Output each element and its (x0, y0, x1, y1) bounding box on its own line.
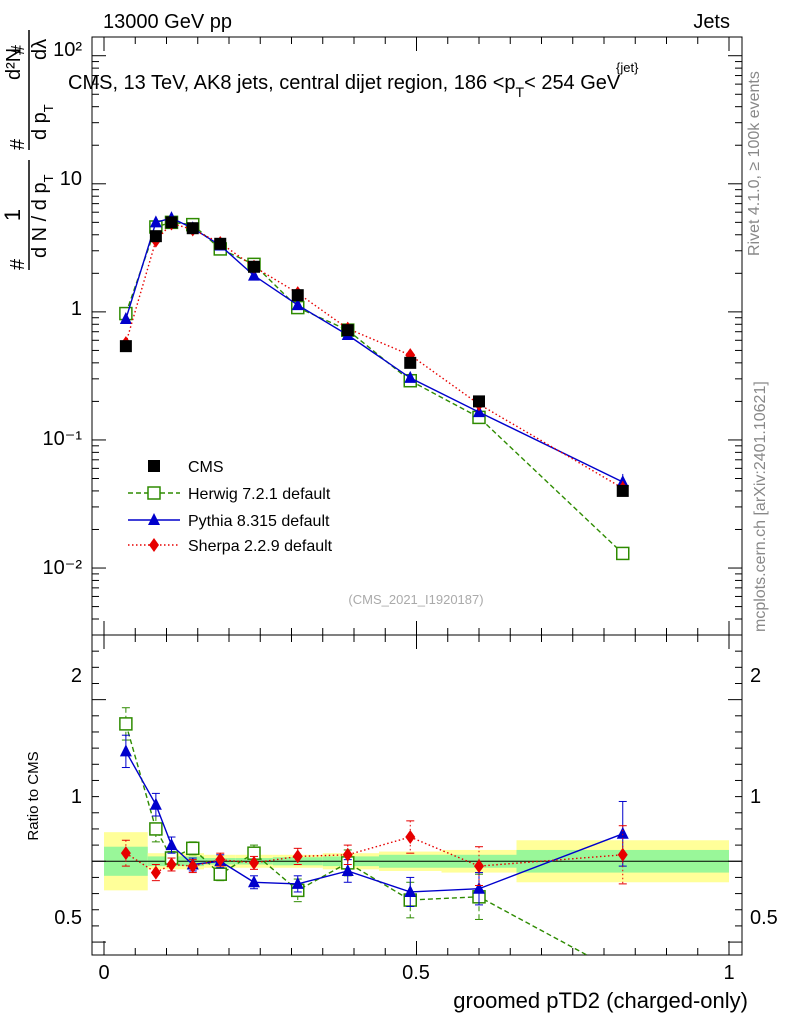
ratio-axis-ticks (92, 634, 742, 955)
ytick-label-1: 1 (71, 298, 82, 320)
cms-data-point (291, 289, 304, 302)
herwig-main-line (125, 221, 624, 554)
cms-data-point (214, 237, 227, 250)
sherpa-ratio-point (292, 849, 303, 864)
herwig-ratio-point (186, 841, 200, 856)
header-jets-label: Jets (693, 11, 730, 33)
sherpa-ratio-point (249, 855, 259, 870)
xtick-label-0: 0 (98, 962, 109, 984)
sherpa-ratio-point (617, 847, 628, 862)
legend-pythia-marker (148, 513, 160, 525)
legend-herwig-marker (147, 486, 161, 500)
herwig-ratio-point (617, 968, 629, 980)
ratio-ytick-right-05: 0.5 (750, 907, 778, 929)
header-energy-label: 13000 GeV pp (103, 11, 232, 33)
ratio-ytick-right-1: 1 (750, 786, 761, 808)
xtick-labels: 0 0.5 1 (98, 962, 734, 984)
ratio-ytick-left-1: 1 (71, 786, 82, 808)
herwig-ratio-point (213, 867, 227, 881)
ratio-plot-data (119, 707, 629, 980)
sherpa-ratio-point (150, 865, 161, 880)
pythia-main-point (616, 474, 629, 487)
pythia-ratio-point (341, 863, 354, 876)
herwig-main-point (616, 546, 630, 561)
pythia-ratio-point (473, 881, 485, 894)
sherpa-ratio-point (405, 830, 416, 845)
cms-data-point (186, 222, 199, 235)
mcplots-label: mcplots.cern.ch [arXiv:2401.10621] (752, 381, 769, 632)
pythia-ratio-point (149, 797, 162, 810)
cms-data-point (165, 216, 178, 229)
legend-sherpa-label: Sherpa 2.2.9 default (188, 538, 333, 555)
pythia-ratio-point (248, 875, 260, 888)
legend-sherpa-marker (149, 538, 159, 552)
ratio-ytick-left-2: 2 (71, 665, 82, 687)
pythia-main-point (404, 370, 417, 383)
ratio-ytick-labels: 0.5 1 2 0.5 1 2 (54, 665, 778, 929)
ytick-label-1e-2: 10⁻² (43, 557, 83, 579)
cms-data-point (119, 340, 132, 353)
ylabel-d-pt: d pT (29, 104, 56, 140)
legend-herwig-label: Herwig 7.2.1 default (188, 486, 331, 503)
ratio-ylabel: Ratio to CMS (25, 751, 42, 840)
sherpa-main-line (125, 222, 624, 489)
pythia-ratio-point (404, 884, 417, 897)
ylabel-one: 1 (0, 209, 25, 221)
cms-data-point (616, 484, 629, 497)
pythia-main-line (125, 217, 624, 483)
plot-title-tail: < 254 GeV (524, 72, 621, 94)
sherpa-ratio-point (474, 859, 484, 874)
legend-cms-label: CMS (188, 459, 224, 476)
ratio-ytick-left-05: 0.5 (54, 907, 82, 929)
legend: CMS Herwig 7.2.1 default Pythia 8.315 de… (128, 459, 333, 555)
ylabel-hash-top: # (8, 45, 28, 55)
cms-data-point (404, 356, 417, 369)
main-ytick-labels: 10⁻² 10⁻¹ 1 10 10² (43, 39, 83, 579)
pythia-main-point (119, 311, 132, 324)
pythia-main-point (291, 298, 304, 311)
ylabel-hash-left: # (7, 258, 29, 270)
cms-data-point (149, 230, 162, 243)
plot-title-var: p (504, 72, 515, 94)
ytick-label-1e-1: 10⁻¹ (43, 428, 83, 450)
plot-title-superscript: {jet} (616, 60, 639, 75)
rivet-version-label: Rivet 4.1.0, ≥ 100k events (746, 71, 763, 256)
legend-cms-marker (148, 460, 160, 472)
sherpa-ratio-point (120, 846, 131, 861)
herwig-ratio-point (149, 822, 163, 836)
sherpa-ratio-point (215, 852, 226, 867)
ytick-label-10: 10 (60, 168, 82, 190)
ylabel-d2n: d²N (3, 48, 25, 80)
main-plot-data (119, 211, 630, 561)
x-axis-label: groomed pTD2 (charged-only) (453, 988, 748, 1013)
plot-title-main: CMS, 13 TeV, AK8 jets, central dijet reg… (68, 72, 504, 94)
analysis-id: (CMS_2021_I1920187) (348, 592, 483, 607)
pythia-ratio-point (119, 744, 132, 757)
ylabel-dn-dpt: d N / d pT (29, 174, 56, 258)
pythia-ratio-point (291, 876, 304, 889)
cms-data-point (248, 260, 260, 273)
pythia-ratio-point (616, 826, 629, 839)
pythia-main-point (248, 268, 260, 281)
plot-title: CMS, 13 TeV, AK8 jets, central dijet reg… (68, 72, 621, 100)
ylabel-dlambda: dλ (29, 39, 51, 60)
main-ylabel: # 1 d N / d pT # d²N d pT # dλ (0, 30, 56, 270)
cms-data-point (473, 395, 485, 408)
xtick-label-05: 0.5 (402, 962, 430, 984)
legend-pythia-label: Pythia 8.315 default (188, 513, 330, 530)
ratio-plot-frame (91, 634, 743, 956)
herwig-ratio-point (119, 717, 133, 731)
pythia-main-point (149, 215, 162, 228)
sherpa-ratio-point (187, 859, 198, 874)
ratio-ytick-right-2: 2 (750, 665, 761, 687)
ylabel-hash-mid: # (7, 138, 29, 150)
sherpa-ratio-point (342, 847, 353, 862)
sherpa-ratio-point (166, 857, 177, 872)
cms-data-point (341, 324, 354, 337)
plot-title-sub: T (516, 84, 525, 100)
pythia-ratio-point (165, 838, 178, 851)
xtick-label-1: 1 (723, 962, 734, 984)
ytick-label-100: 10² (53, 39, 82, 61)
